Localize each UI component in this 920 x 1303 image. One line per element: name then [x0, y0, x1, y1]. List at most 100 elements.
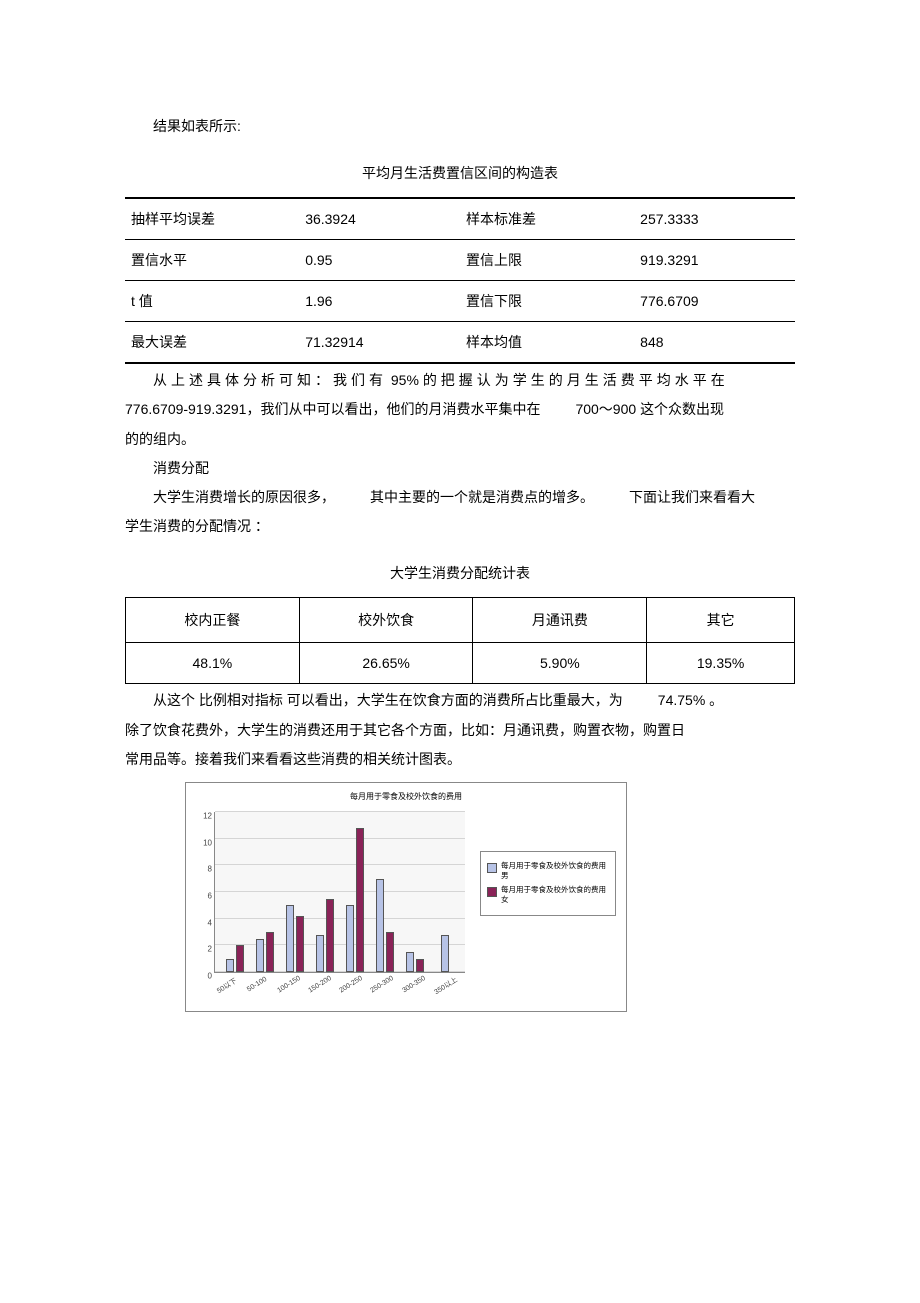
bar-chart: 每月用于零食及校外饮食的费用 0 2 4 6 8 10 12 50以下50-100100-1… [185, 782, 627, 1012]
ci-value: 919.3291 [634, 240, 795, 281]
bar-male [441, 935, 449, 972]
chart-title: 每月用于零食及校外饮食的费用 [196, 791, 616, 802]
bar-male [226, 959, 234, 972]
y-axis: 024681012 [196, 812, 214, 972]
distribution-table: 校内正餐校外饮食月通讯费其它 48.1%26.65%5.90%19.35% [125, 597, 795, 684]
p4b: 74.75% 。 [658, 692, 723, 708]
table-row: t 值1.96置信下限776.6709 [125, 281, 795, 322]
analysis-paragraph-1-line3: 的的组内。 [125, 427, 795, 452]
bar-male [316, 935, 324, 972]
subheading-consumption: 消费分配 [125, 456, 795, 481]
dist-header-cell: 月通讯费 [473, 598, 647, 643]
table-row: 最大误差71.32914样本均值848 [125, 322, 795, 364]
dist-value-cell: 19.35% [647, 643, 795, 684]
p1-l2a: 776.6709-919.3291，我们从中可以看出，他们的月消费水平集中在 [125, 401, 540, 417]
ci-value: 71.32914 [299, 322, 460, 364]
bar-male [256, 939, 264, 972]
legend-row-female: 每月用于零食及校外饮食的费用 女 [487, 885, 609, 906]
table2-title: 大学生消费分配统计表 [125, 563, 795, 583]
bar-male [376, 879, 384, 972]
bar-group [310, 899, 340, 972]
bar-female [296, 916, 304, 972]
ci-label: 样本均值 [460, 322, 634, 364]
dist-header-cell: 校内正餐 [126, 598, 300, 643]
legend-swatch-male [487, 863, 497, 873]
ci-value: 1.96 [299, 281, 460, 322]
legend-label-female: 每月用于零食及校外饮食的费用 女 [501, 885, 609, 906]
y-tick-label: 12 [203, 811, 212, 820]
bar-female [386, 932, 394, 972]
ci-label: 置信水平 [125, 240, 299, 281]
y-tick-label: 4 [208, 918, 212, 927]
bars-container [215, 812, 465, 972]
chart-legend: 每月用于零食及校外饮食的费用 男 每月用于零食及校外饮食的费用 女 [480, 851, 616, 916]
paragraph-4: 从这个 比例相对指标 可以看出，大学生在饮食方面的消费所占比重最大，为 74.75… [125, 688, 795, 713]
bar-group [370, 879, 400, 972]
p1-pct: 95% [391, 372, 419, 388]
p1-a: 从上述具体分析可知：我们有 [153, 372, 387, 388]
dist-header-row: 校内正餐校外饮食月通讯费其它 [126, 598, 795, 643]
bar-group [340, 828, 370, 972]
x-tick-label: 350以上 [430, 973, 471, 1013]
analysis-paragraph-1: 从上述具体分析可知：我们有 95% 的把握认为学生的月生活费平均水平在 [125, 368, 795, 393]
paragraph-6: 常用品等。接着我们来看看这些消费的相关统计图表。 [125, 747, 795, 772]
dist-value-row: 48.1%26.65%5.90%19.35% [126, 643, 795, 684]
p1-l2b: 这个众数出现 [640, 401, 724, 417]
y-tick-label: 6 [208, 891, 212, 900]
ci-label: 置信上限 [460, 240, 634, 281]
ci-label: 样本标准差 [460, 198, 634, 240]
legend-label-male: 每月用于零食及校外饮食的费用 男 [501, 861, 609, 882]
x-axis: 50以下50-100100-150150-200200-250250-30030… [214, 973, 474, 1001]
bar-female [416, 959, 424, 972]
bar-female [326, 899, 334, 972]
paragraph-3-line2: 学生消费的分配情况 ： [125, 514, 795, 539]
ci-label: 抽样平均误差 [125, 198, 299, 240]
ci-value: 776.6709 [634, 281, 795, 322]
analysis-paragraph-1-line2: 776.6709-919.3291，我们从中可以看出，他们的月消费水平集中在 70… [125, 397, 795, 422]
dist-value-cell: 5.90% [473, 643, 647, 684]
confidence-interval-table: 抽样平均误差36.3924样本标准差257.3333置信水平0.95置信上限91… [125, 197, 795, 364]
p4a: 从这个 比例相对指标 可以看出，大学生在饮食方面的消费所占比重最大，为 [153, 692, 623, 708]
legend-row-male: 每月用于零食及校外饮食的费用 男 [487, 861, 609, 882]
paragraph-3: 大学生消费增长的原因很多， 其中主要的一个就是消费点的增多。 下面让我们来看看大 [125, 485, 795, 510]
paragraph-5: 除了饮食花费外，大学生的消费还用于其它各个方面，比如：月通讯费，购置衣物，购置日 [125, 718, 795, 743]
legend-swatch-female [487, 887, 497, 897]
ci-label: t 值 [125, 281, 299, 322]
p1-range: 700～900 [575, 401, 636, 417]
dist-header-cell: 校外饮食 [299, 598, 473, 643]
table1-title: 平均月生活费置信区间的构造表 [125, 163, 795, 183]
ci-value: 0.95 [299, 240, 460, 281]
ci-label: 最大误差 [125, 322, 299, 364]
p3a: 大学生消费增长的原因很多， [153, 489, 335, 505]
ci-label: 置信下限 [460, 281, 634, 322]
y-tick-label: 10 [203, 838, 212, 847]
bar-group [430, 935, 460, 972]
bar-group [280, 905, 310, 972]
dist-header-cell: 其它 [647, 598, 795, 643]
p1-b: 的把握认为学生的月生活费平均水平在 [423, 372, 729, 388]
bar-female [266, 932, 274, 972]
bar-female [236, 945, 244, 972]
bar-group [220, 945, 250, 972]
plot-area [214, 812, 465, 973]
bar-male [346, 905, 354, 972]
y-tick-label: 2 [208, 945, 212, 954]
ci-tbody: 抽样平均误差36.3924样本标准差257.3333置信水平0.95置信上限91… [125, 198, 795, 363]
ci-value: 36.3924 [299, 198, 460, 240]
dist-value-cell: 48.1% [126, 643, 300, 684]
p3c: 下面让我们来看看大 [629, 489, 755, 505]
y-tick-label: 8 [208, 865, 212, 874]
bar-group [400, 952, 430, 972]
dist-value-cell: 26.65% [299, 643, 473, 684]
p3b: 其中主要的一个就是消费点的增多。 [370, 489, 594, 505]
table-row: 抽样平均误差36.3924样本标准差257.3333 [125, 198, 795, 240]
document-page: 结果如表所示: 平均月生活费置信区间的构造表 抽样平均误差36.3924样本标准… [0, 0, 920, 1072]
ci-value: 848 [634, 322, 795, 364]
y-tick-label: 0 [208, 971, 212, 980]
bar-group [250, 932, 280, 972]
ci-value: 257.3333 [634, 198, 795, 240]
intro-line: 结果如表所示: [125, 114, 795, 139]
table-row: 置信水平0.95置信上限919.3291 [125, 240, 795, 281]
bar-male [406, 952, 414, 972]
bar-female [356, 828, 364, 972]
